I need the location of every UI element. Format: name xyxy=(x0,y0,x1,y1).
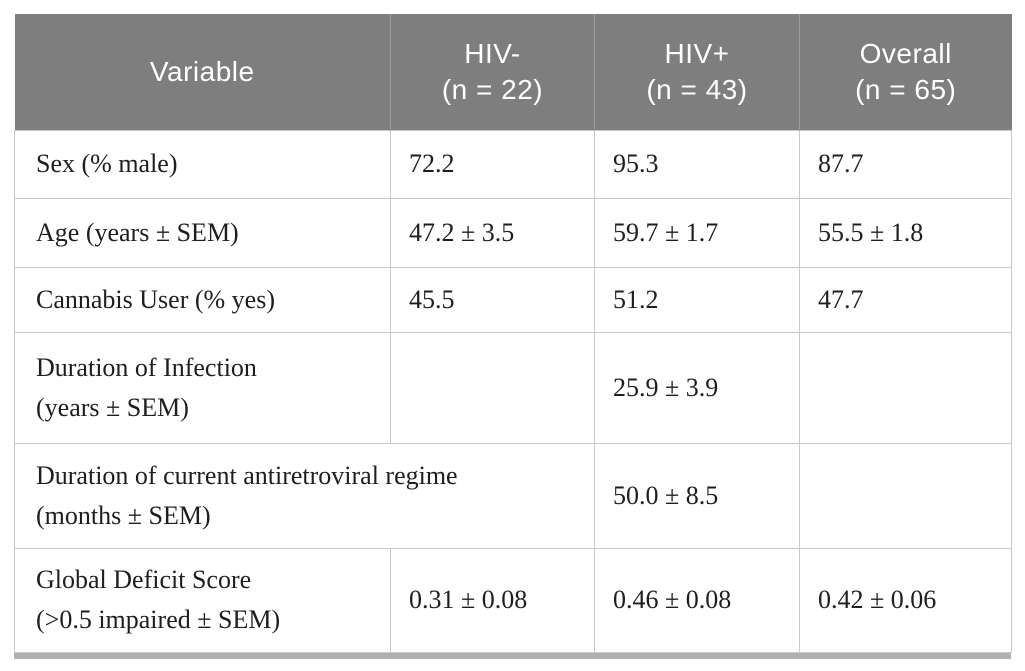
row-duration-infection-overall-value xyxy=(799,331,1012,444)
row-age-overall-value: 55.5 ± 1.8 xyxy=(799,197,1012,268)
header-cell-hiv-negative: HIV- (n = 22) xyxy=(390,14,595,130)
row-gds-hiv-negative-value: 0.31 ± 0.08 xyxy=(390,547,595,653)
header-cell-overall: Overall (n = 65) xyxy=(799,14,1012,130)
row-duration-infection-hiv-negative-value xyxy=(390,331,595,444)
table-row-sex: Sex (% male) 72.2 95.3 87.7 xyxy=(14,129,1012,199)
demographics-table-figure: Variable HIV- (n = 22) HIV+ (n = 43) Ove… xyxy=(14,14,1012,659)
row-gds-label: Global Deficit Score (>0.5 impaired ± SE… xyxy=(14,547,391,653)
header-hiv-positive-label: HIV+ xyxy=(664,37,730,69)
row-sex-hiv-negative-value: 72.2 xyxy=(390,129,595,199)
row-duration-art-label-line2: (months ± SEM) xyxy=(36,500,211,530)
row-duration-infection-label: Duration of Infection (years ± SEM) xyxy=(14,331,391,444)
row-duration-art-label-line1: Duration of current antiretroviral regim… xyxy=(36,460,458,490)
table-body: Sex (% male) 72.2 95.3 87.7 Age (years ±… xyxy=(14,129,1012,653)
row-sex-overall-value: 87.7 xyxy=(799,129,1012,199)
header-hiv-negative-label: HIV- xyxy=(464,37,521,69)
table-row-duration-antiretroviral-regime: Duration of current antiretroviral regim… xyxy=(14,442,1012,549)
row-sex-label: Sex (% male) xyxy=(14,129,391,199)
row-duration-infection-hiv-positive-value: 25.9 ± 3.9 xyxy=(594,331,800,444)
row-age-hiv-positive-value: 59.7 ± 1.7 xyxy=(594,197,800,268)
row-gds-label-line1: Global Deficit Score xyxy=(36,565,252,594)
header-hiv-positive-n: (n = 43) xyxy=(646,73,748,105)
row-cannabis-hiv-negative-value: 45.5 xyxy=(390,266,595,333)
header-cell-variable: Variable xyxy=(14,14,391,130)
row-gds-hiv-positive-value: 0.46 ± 0.08 xyxy=(594,547,800,653)
row-sex-hiv-positive-value: 95.3 xyxy=(594,129,800,199)
header-cell-hiv-positive: HIV+ (n = 43) xyxy=(594,14,800,130)
row-duration-infection-label-line2: (years ± SEM) xyxy=(36,392,189,422)
row-age-label: Age (years ± SEM) xyxy=(14,197,391,268)
demographics-table: Variable HIV- (n = 22) HIV+ (n = 43) Ove… xyxy=(14,14,1012,653)
row-gds-overall-value: 0.42 ± 0.06 xyxy=(799,547,1012,653)
table-row-age: Age (years ± SEM) 47.2 ± 3.5 59.7 ± 1.7 … xyxy=(14,197,1012,268)
row-duration-art-hiv-positive-value: 50.0 ± 8.5 xyxy=(594,442,800,549)
row-cannabis-hiv-positive-value: 51.2 xyxy=(594,266,800,333)
row-cannabis-label: Cannabis User (% yes) xyxy=(14,266,391,333)
row-duration-art-label: Duration of current antiretroviral regim… xyxy=(14,442,595,549)
header-hiv-negative-n: (n = 22) xyxy=(441,73,544,105)
row-gds-label-line2: (>0.5 impaired ± SEM) xyxy=(36,605,281,634)
row-duration-infection-label-line1: Duration of Infection xyxy=(36,352,257,382)
row-cannabis-overall-value: 47.7 xyxy=(799,266,1012,333)
header-row: Variable HIV- (n = 22) HIV+ (n = 43) Ove… xyxy=(14,14,1012,130)
row-age-hiv-negative-value: 47.2 ± 3.5 xyxy=(390,197,595,268)
table-row-global-deficit-score: Global Deficit Score (>0.5 impaired ± SE… xyxy=(14,547,1012,653)
table-header: Variable HIV- (n = 22) HIV+ (n = 43) Ove… xyxy=(14,14,1012,130)
table-row-duration-of-infection: Duration of Infection (years ± SEM) 25.9… xyxy=(14,331,1012,444)
header-overall-label: Overall xyxy=(859,37,952,69)
row-duration-art-overall-value xyxy=(799,442,1012,549)
table-bottom-bar xyxy=(14,652,1011,659)
header-overall-n: (n = 65) xyxy=(855,73,957,105)
header-variable-label: Variable xyxy=(149,55,255,87)
table-row-cannabis-user: Cannabis User (% yes) 45.5 51.2 47.7 xyxy=(14,266,1012,333)
